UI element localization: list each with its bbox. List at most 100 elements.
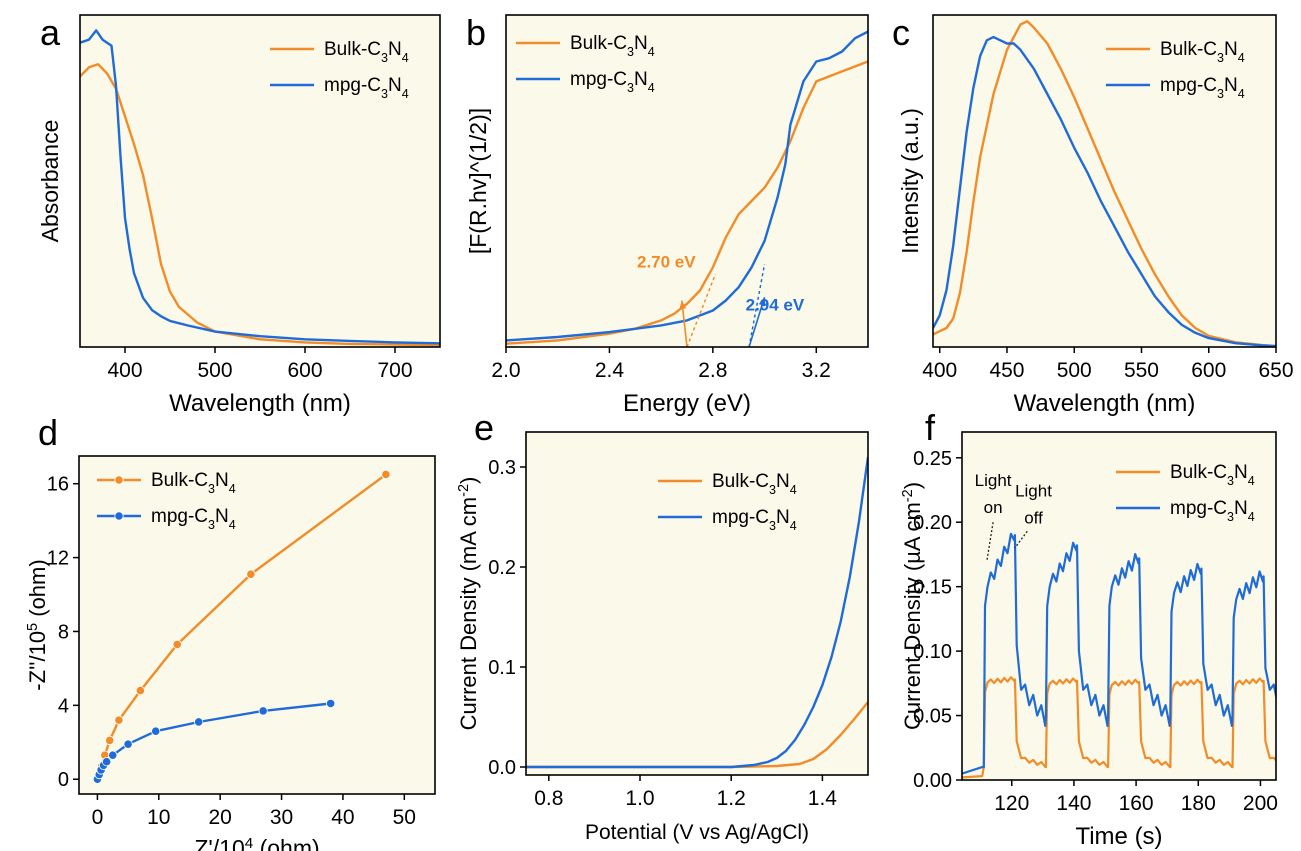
y-tick-label: 4 xyxy=(58,695,69,717)
legend-entry: mpg-C3N4 xyxy=(1170,498,1255,524)
y-tick-label: 16 xyxy=(47,474,69,496)
plot-frame-c xyxy=(932,14,1277,348)
series-line-bulk xyxy=(933,20,1276,347)
plot-area-e xyxy=(526,432,868,775)
y-axis-label: Absorbance xyxy=(37,120,63,243)
panel-e: 0.8 1.0 1.2 1.4 0.0 0.1 0.2 0.3 Potential (V vs … xyxy=(456,407,869,844)
y-axis-label: Intensity (a.u.) xyxy=(897,108,923,254)
y-axis-label: Current Density (µA cm-2) xyxy=(900,482,925,730)
x-axis-label: Wavelength (nm) xyxy=(1014,390,1196,417)
plot-frame-d xyxy=(78,455,436,795)
y-axis-label: -Z''/105 (ohm) xyxy=(25,559,50,690)
x-tick-label: 650 xyxy=(1258,359,1293,382)
data-point-mpg xyxy=(151,726,161,736)
x-tick-label: 40 xyxy=(331,806,354,829)
x-tick-label: 2.0 xyxy=(491,359,520,382)
y-tick-label: 0 xyxy=(58,769,69,791)
panel-c: 400 450 500 550 600 650 Wavelength (nm) Intensi… xyxy=(892,12,1294,417)
plot-frame-a xyxy=(79,14,441,348)
data-point-bulk xyxy=(381,469,391,480)
plot-content-b xyxy=(506,30,868,347)
arrow-head-1 xyxy=(758,297,766,307)
x-tick-label: 2.8 xyxy=(698,359,727,382)
data-point-bulk xyxy=(172,639,182,649)
legend-entry: Bulk-C3N4 xyxy=(712,471,797,497)
plot-content-d xyxy=(92,469,391,784)
x-axis-label: Energy (eV) xyxy=(623,390,751,417)
y-tick-label: 12 xyxy=(47,548,69,570)
data-point-mpg xyxy=(108,750,118,760)
annotation-label: off xyxy=(1024,509,1043,528)
x-tick-label: 400 xyxy=(107,359,142,382)
annotation-label: Light xyxy=(975,471,1012,490)
plot-content-f xyxy=(962,522,1276,779)
light-on-arrow xyxy=(986,522,994,561)
data-point-bulk xyxy=(135,685,145,696)
series-line-mpg xyxy=(506,30,868,342)
y-tick-label: 0.25 xyxy=(913,448,952,470)
x-tick-label: 2.4 xyxy=(595,359,625,382)
legend-entry: mpg-C3N4 xyxy=(570,69,655,95)
panel-d: 0 10 20 30 40 50 0 4 8 12 16 Z'/104 (ohm) -Z''/105 (… xyxy=(25,412,436,851)
panel-label-a: a xyxy=(40,12,61,53)
legend-entry: mpg-C3N4 xyxy=(712,507,797,533)
x-axis-label: Time (s) xyxy=(1075,823,1162,850)
data-point-mpg xyxy=(123,739,133,749)
data-point-mpg xyxy=(258,706,268,716)
x-tick-label: 600 xyxy=(287,359,322,382)
legend-entry: Bulk-C3N4 xyxy=(151,470,236,496)
x-axis-label: Wavelength (nm) xyxy=(169,390,351,417)
arrow-head-0 xyxy=(679,300,687,310)
legend: Bulk-C3N4 mpg-C3N4 xyxy=(516,33,655,95)
plot-frame-e xyxy=(525,431,869,776)
legend: Bulk-C3N4 mpg-C3N4 xyxy=(270,39,409,101)
y-tick-label: 0.0 xyxy=(488,757,516,779)
x-tick-label: 450 xyxy=(989,359,1024,382)
arrow-line-1 xyxy=(748,296,766,347)
x-tick-label: 160 xyxy=(1119,792,1154,815)
legend-marker xyxy=(114,511,124,521)
annotation-label: 2.94 eV xyxy=(746,295,805,314)
legend-entry: Bulk-C3N4 xyxy=(324,39,409,65)
x-tick-label: 1.0 xyxy=(625,787,654,810)
data-point-bulk xyxy=(105,735,115,746)
legend-entry: mpg-C3N4 xyxy=(151,506,236,532)
plot-area-d xyxy=(79,456,435,794)
x-tick-label: 0 xyxy=(92,806,104,829)
x-tick-label: 550 xyxy=(1124,359,1159,382)
data-point-mpg xyxy=(102,757,112,767)
panel-label-b: b xyxy=(466,12,486,53)
legend-marker xyxy=(114,475,124,485)
y-tick-label: 8 xyxy=(58,621,69,643)
panel-label-d: d xyxy=(38,412,58,453)
annotation-label: on xyxy=(984,498,1003,517)
x-tick-label: 20 xyxy=(208,806,231,829)
annotation-label: Light xyxy=(1015,481,1052,500)
panel-label-c: c xyxy=(892,12,910,53)
panel-label-e: e xyxy=(474,407,494,448)
panel-a: 400 500 600 700 Wavelength (nm) Absorbance a Bu… xyxy=(37,12,441,417)
plot-area-f xyxy=(962,432,1276,780)
legend-entry: Bulk-C3N4 xyxy=(1170,462,1255,488)
y-tick-label: 0.05 xyxy=(913,706,952,728)
x-tick-label: 180 xyxy=(1181,792,1216,815)
x-tick-label: 0.8 xyxy=(534,787,563,810)
data-point-mpg xyxy=(326,698,336,709)
x-tick-label: 200 xyxy=(1243,792,1278,815)
legend: Bulk-C3N4 mpg-C3N4 xyxy=(658,471,797,533)
x-tick-label: 600 xyxy=(1191,359,1226,382)
tangent-line-1 xyxy=(748,263,766,347)
y-axis-label: [F(R.hv]^(1/2)] xyxy=(465,108,491,254)
light-off-arrow xyxy=(1014,530,1028,549)
legend: Bulk-C3N4 mpg-C3N4 xyxy=(1106,39,1245,101)
series-line-mpg xyxy=(526,456,868,769)
y-tick-label: 0.3 xyxy=(488,457,516,479)
data-point-mpg xyxy=(194,717,204,727)
x-tick-label: 1.4 xyxy=(808,787,838,810)
x-tick-label: 400 xyxy=(922,359,957,382)
y-tick-label: 0.10 xyxy=(913,641,952,663)
series-line-bulk xyxy=(962,676,1276,779)
series-line-mpg xyxy=(80,29,440,345)
